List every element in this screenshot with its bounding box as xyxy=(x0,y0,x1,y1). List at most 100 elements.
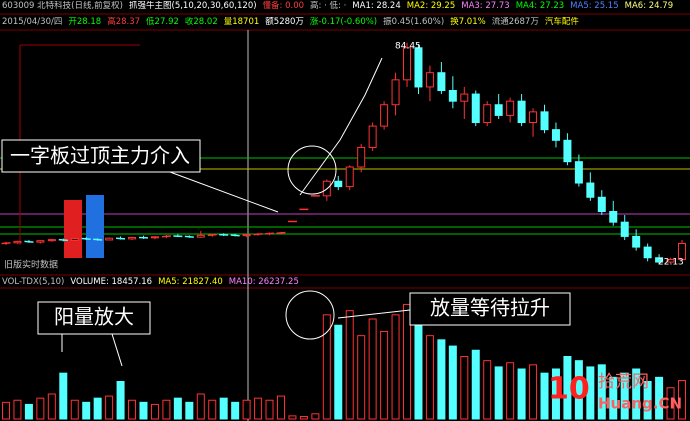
candle-body xyxy=(586,182,595,198)
candle-body xyxy=(460,93,469,102)
header-item: MA5: 21827.40 xyxy=(158,277,223,287)
candle-body xyxy=(437,72,446,91)
header-item: 振0.45(1.60%) xyxy=(383,17,445,27)
header-item: VOLUME: 18457.16 xyxy=(70,277,153,287)
candle-body xyxy=(230,234,240,237)
candle-body xyxy=(368,125,377,148)
volume-bar xyxy=(471,349,480,420)
data-note: 旧版实时数据 xyxy=(4,259,58,271)
candle-body xyxy=(196,234,205,238)
volume-bar xyxy=(105,395,114,420)
candle-body xyxy=(58,238,68,242)
header-item: 603009 北特科技(日线,前复权) xyxy=(2,1,123,11)
volume-bar xyxy=(139,401,148,420)
header-item: MA6: 24.79 xyxy=(624,1,674,11)
header-item: 涨-0.17(-0.60%) xyxy=(309,17,378,27)
candle-body xyxy=(264,232,275,235)
annotation: 阳量放大 xyxy=(54,305,134,329)
header-item: 汽车配件 xyxy=(544,17,579,27)
candle-body xyxy=(678,242,686,261)
volume-bar xyxy=(574,360,583,420)
volume-bar xyxy=(116,381,125,420)
candle-body xyxy=(551,129,560,141)
candle-body xyxy=(643,246,652,259)
volume-bar xyxy=(448,345,457,420)
candle-body xyxy=(36,240,45,243)
volume-bar xyxy=(368,318,377,420)
volume-bar xyxy=(425,335,434,420)
candle-body xyxy=(150,236,159,239)
candle-body xyxy=(184,235,194,238)
annotation: 放量等待拉升 xyxy=(430,296,550,320)
candle-body xyxy=(609,211,618,223)
candle-body xyxy=(597,196,606,213)
volume-bar xyxy=(288,415,297,420)
volume-bar xyxy=(345,310,354,420)
volume-bar xyxy=(2,401,10,420)
volume-bar xyxy=(380,331,389,420)
volume-bar xyxy=(70,399,79,420)
candle-body xyxy=(471,93,480,124)
volume-bar xyxy=(150,403,159,420)
volume-bar xyxy=(219,397,228,420)
volume-bar xyxy=(254,397,263,420)
candle-body xyxy=(483,104,492,124)
candle-body xyxy=(93,238,103,241)
header-item: 低27.92 xyxy=(146,17,179,27)
candle-body xyxy=(116,237,126,240)
candle-body xyxy=(253,233,263,236)
volume-bar xyxy=(242,399,251,420)
header-item: MA4: 27.23 xyxy=(515,1,565,11)
header-item: 换7.01% xyxy=(450,17,486,27)
volume-bar xyxy=(82,401,91,420)
volume-bar xyxy=(460,356,469,420)
volume-bar xyxy=(563,356,572,420)
candle-body xyxy=(70,238,79,241)
candle-body xyxy=(620,221,629,237)
volume-bar xyxy=(173,397,182,420)
volume-bar xyxy=(36,397,45,420)
guides xyxy=(0,13,690,421)
header-item: MA10: 26237.25 xyxy=(228,277,299,287)
volume-bar xyxy=(586,366,595,420)
volume-bar xyxy=(276,395,285,420)
annotation: 一字板过顶主力介入 xyxy=(10,144,190,168)
candle-body xyxy=(242,234,251,237)
volume-bar xyxy=(414,324,423,420)
header-item: 懂备: 0.00 xyxy=(262,1,305,11)
candle-body xyxy=(47,239,56,242)
volume-bar xyxy=(678,380,686,420)
header-item: 收28.02 xyxy=(184,17,218,27)
candle-body xyxy=(13,240,22,244)
header-item: MA3: 27.73 xyxy=(461,1,510,11)
candle-body xyxy=(1,242,11,245)
volume-bar xyxy=(128,399,137,420)
volume-bar xyxy=(357,335,366,420)
watermark: 10 拾荒网 Huang.CN xyxy=(548,372,682,413)
candle-body xyxy=(425,72,434,88)
volume-bar xyxy=(494,366,503,420)
candle-body xyxy=(666,259,675,263)
volume-bar xyxy=(632,368,641,420)
header-item: VOL-TDX(5,10) xyxy=(2,277,65,287)
volume-bar xyxy=(162,399,171,420)
volume-bar xyxy=(265,399,274,420)
low-label: 22.13 xyxy=(658,258,684,268)
volume-bar xyxy=(93,397,102,420)
header-row: 2015/04/30/四 开28.18 高28.37 低27.92 收28.02 量187… xyxy=(2,17,688,28)
candle-body xyxy=(345,166,354,188)
candle-body xyxy=(448,90,457,102)
header-item: MA2: 29.25 xyxy=(406,1,456,11)
watermark-logo: 10 xyxy=(548,372,590,407)
volume-bar xyxy=(231,401,240,420)
candle-body xyxy=(506,100,515,116)
volume-bar xyxy=(655,376,664,420)
header-item: MA5: 25.15 xyxy=(570,1,619,11)
volume-bar xyxy=(517,368,526,420)
candle-body xyxy=(517,100,526,124)
header-item: 高: · 低: · xyxy=(310,1,347,11)
volume-bar xyxy=(620,372,629,420)
volume-bar xyxy=(59,372,68,420)
candle-body xyxy=(161,235,171,238)
annotation-shapes xyxy=(1,57,571,367)
